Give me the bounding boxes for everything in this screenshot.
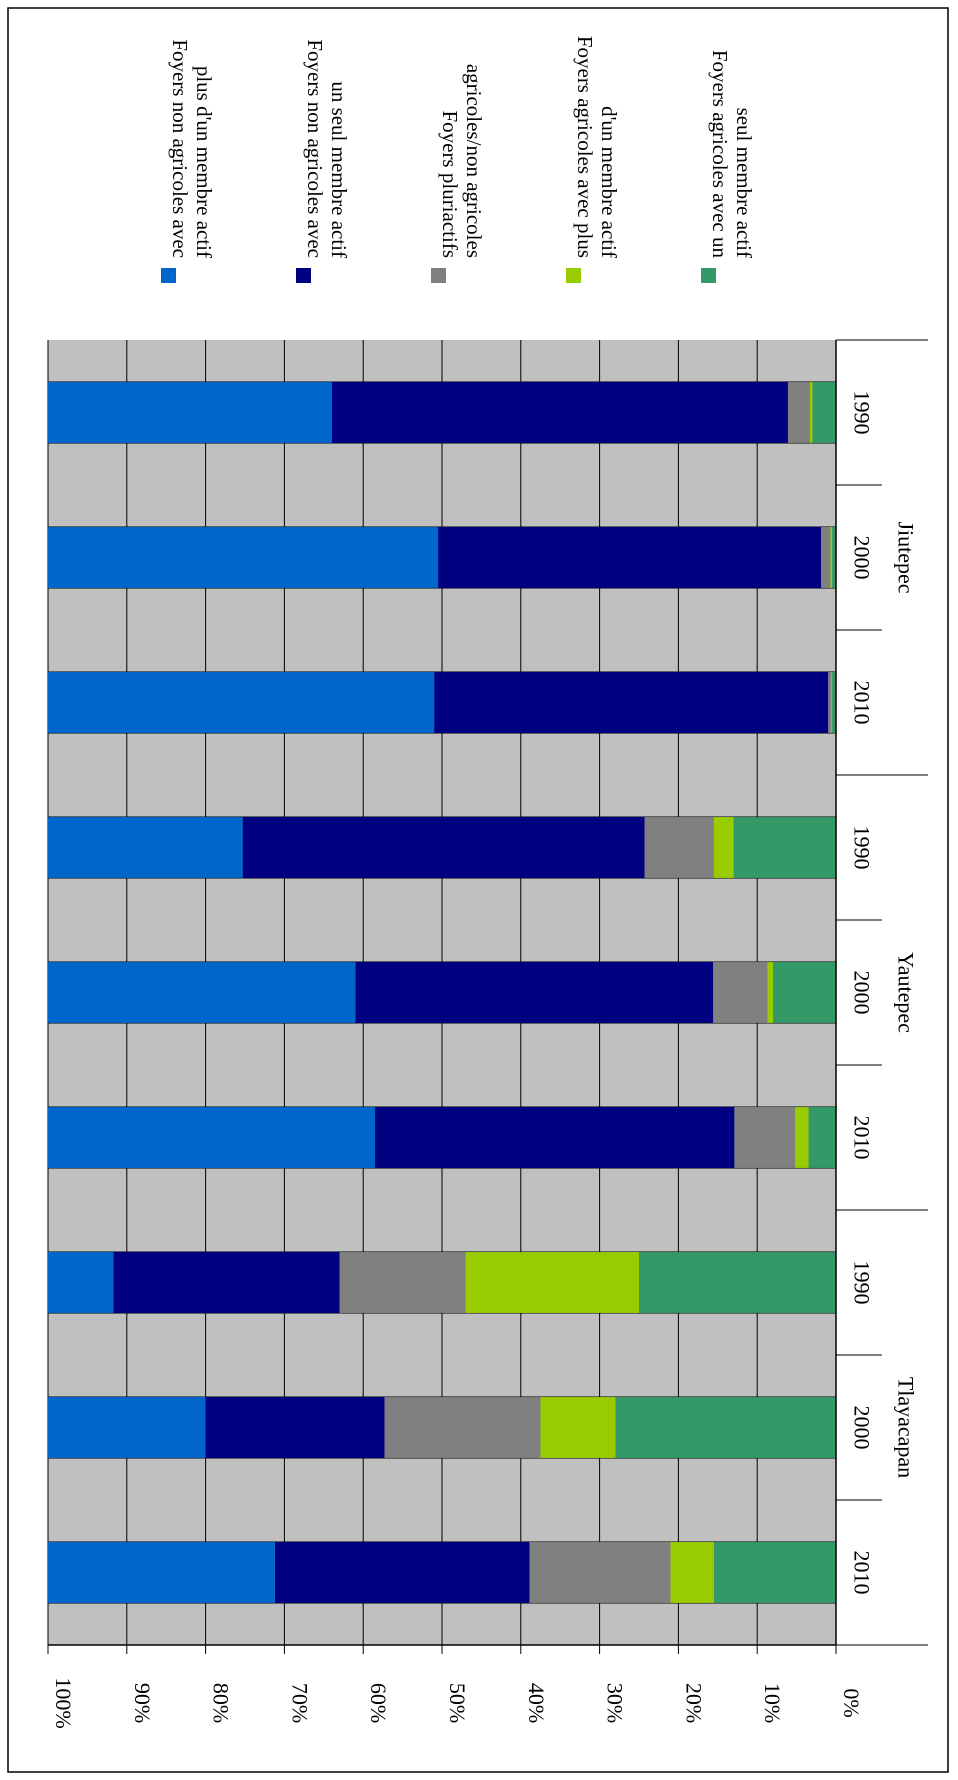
category-year-label: 1990 — [850, 826, 875, 870]
bar-segment-4-jiutepec-2010 — [434, 672, 829, 733]
category-year-label: 2000 — [850, 971, 875, 1015]
category-group-label: Jiutepec — [894, 521, 919, 593]
value-tick-label: 50% — [445, 1683, 470, 1723]
value-tick-label: 10% — [760, 1683, 785, 1723]
bar-segment-4-jiutepec-1990 — [331, 382, 788, 443]
legend-label: un seul membre actif — [327, 81, 351, 258]
value-tick-label: 0% — [839, 1688, 864, 1717]
bar-segment-1-yautepec-2000 — [772, 962, 836, 1023]
value-tick-label: 90% — [130, 1683, 155, 1723]
legend-swatch — [296, 268, 311, 283]
legend-swatch — [161, 268, 176, 283]
category-year-label: 2010 — [850, 1116, 875, 1160]
bar-segment-5-tlayacapan-1990 — [48, 1252, 114, 1313]
bar-segment-5-tlayacapan-2010 — [48, 1542, 275, 1603]
bar-segment-3-tlayacapan-2010 — [529, 1542, 671, 1603]
bar-segment-1-jiutepec-1990 — [812, 382, 836, 443]
bar-segment-1-yautepec-1990 — [733, 817, 836, 878]
bar-segment-2-tlayacapan-2000 — [540, 1397, 616, 1458]
bar-segment-3-jiutepec-1990 — [787, 382, 810, 443]
bar-segment-5-yautepec-2000 — [48, 962, 356, 1023]
bar-segment-3-jiutepec-2010 — [828, 672, 832, 733]
legend-label: plus d'un membre actif — [192, 66, 216, 258]
legend-label: Foyers agricoles avec plus — [573, 36, 597, 258]
bar-segment-4-yautepec-2000 — [355, 962, 714, 1023]
bar-segment-2-jiutepec-2010 — [831, 672, 833, 733]
category-year-label: 2000 — [850, 1406, 875, 1450]
bar-segment-5-yautepec-2010 — [48, 1107, 376, 1168]
value-tick-label: 20% — [681, 1683, 706, 1723]
legend-label: Foyers pluriactifs — [438, 110, 462, 258]
bar-segment-1-tlayacapan-2000 — [615, 1397, 836, 1458]
legend-label: Foyers non agricoles avec — [303, 39, 327, 258]
bar-segment-4-tlayacapan-2010 — [274, 1542, 530, 1603]
value-tick-label: 30% — [603, 1683, 628, 1723]
bar-segment-3-tlayacapan-2000 — [384, 1397, 541, 1458]
bar-segment-2-jiutepec-1990 — [809, 382, 813, 443]
category-group-label: Yautepec — [894, 952, 919, 1033]
bar-segment-5-tlayacapan-2000 — [48, 1397, 206, 1458]
bar-segment-1-tlayacapan-2010 — [713, 1542, 836, 1603]
legend-swatch — [701, 268, 716, 283]
bar-segment-3-jiutepec-2000 — [821, 527, 831, 588]
legend-label: seul membre actif — [732, 108, 756, 258]
bar-segment-2-tlayacapan-2010 — [670, 1542, 714, 1603]
bar-segment-5-yautepec-1990 — [48, 817, 243, 878]
bar-segment-5-jiutepec-1990 — [48, 382, 332, 443]
bar-segment-2-yautepec-1990 — [713, 817, 734, 878]
value-tick-label: 40% — [524, 1683, 549, 1723]
bar-segment-5-jiutepec-2010 — [48, 672, 435, 733]
value-tick-label: 80% — [209, 1683, 234, 1723]
bar-segment-3-yautepec-2010 — [734, 1107, 796, 1168]
bar-segment-4-yautepec-1990 — [242, 817, 645, 878]
legend-label: Foyers agricoles avec un — [708, 50, 732, 259]
bar-segment-4-tlayacapan-2000 — [205, 1397, 385, 1458]
bar-segment-5-jiutepec-2000 — [48, 527, 439, 588]
legend-swatch — [566, 268, 581, 283]
bar-segment-4-yautepec-2010 — [375, 1107, 735, 1168]
legend-label: d'un membre actif — [597, 106, 621, 258]
bars — [48, 382, 836, 1603]
value-tick-label: 100% — [51, 1677, 76, 1728]
bar-segment-3-tlayacapan-1990 — [339, 1252, 466, 1313]
category-year-label: 2010 — [850, 681, 875, 725]
bar-segment-3-yautepec-1990 — [644, 817, 714, 878]
legend-label: Foyers non agricoles avec — [168, 39, 192, 258]
bar-segment-2-yautepec-2000 — [767, 962, 773, 1023]
bar-segment-4-jiutepec-2000 — [438, 527, 822, 588]
bar-segment-1-jiutepec-2010 — [832, 672, 836, 733]
bar-segment-1-jiutepec-2000 — [832, 527, 836, 588]
bar-segment-1-tlayacapan-1990 — [639, 1252, 836, 1313]
axes: 100% 90% 80% 70% 60% 50% 40% 30% 20% 10% 0% 1990 200… — [47, 339, 928, 1729]
category-group-label: Tlayacapan — [894, 1377, 919, 1478]
category-year-label: 2010 — [850, 1551, 875, 1595]
legend: Foyers non agricoles avec plus d'un membr… — [161, 36, 756, 283]
legend-swatch — [431, 268, 446, 283]
bar-segment-2-yautepec-2010 — [795, 1107, 809, 1168]
bar-segment-2-tlayacapan-1990 — [465, 1252, 639, 1313]
bar-segment-4-tlayacapan-1990 — [113, 1252, 340, 1313]
bar-segment-1-yautepec-2010 — [808, 1107, 836, 1168]
bar-segment-3-yautepec-2000 — [713, 962, 768, 1023]
bar-segment-2-jiutepec-2000 — [830, 527, 833, 588]
category-year-label: 1990 — [850, 1261, 875, 1305]
value-tick-label: 60% — [366, 1683, 391, 1723]
value-tick-label: 70% — [287, 1683, 312, 1723]
category-year-label: 1990 — [850, 391, 875, 435]
category-year-label: 2000 — [850, 536, 875, 580]
legend-label: agricoles/non agricoles — [462, 64, 486, 258]
